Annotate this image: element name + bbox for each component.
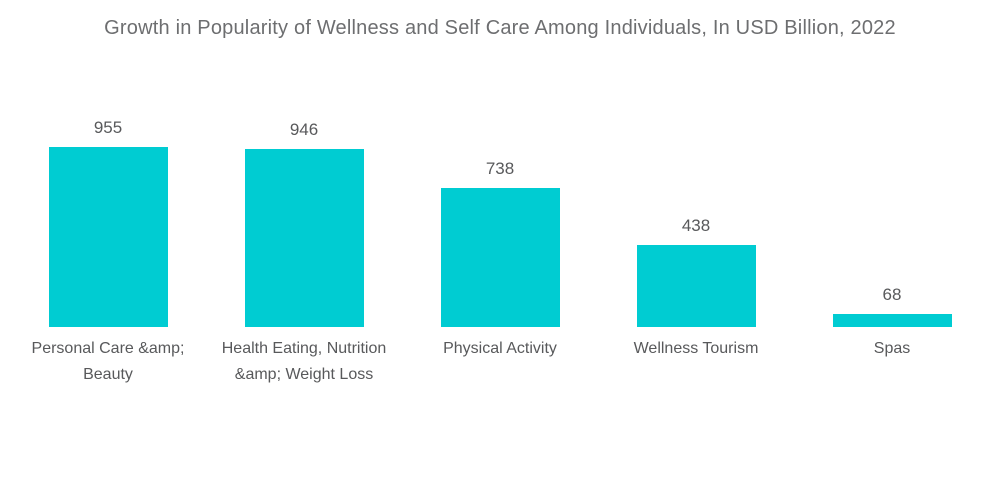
bar-group: 68 Spas (794, 89, 990, 388)
plot-area: 955 Personal Care &amp; Beauty 946 Healt… (0, 89, 1000, 388)
category-label: Personal Care &amp; Beauty (31, 340, 185, 383)
category-label: Spas (873, 340, 911, 357)
bar (636, 245, 756, 327)
bar (244, 149, 364, 327)
bar-group: 738 Physical Activity (402, 89, 598, 388)
bar-group: 946 Health Eating, Nutrition &amp; Weigh… (206, 89, 402, 388)
bar (832, 314, 952, 327)
bar (48, 147, 168, 327)
bar-value-label: 738 (485, 159, 515, 178)
bar-value-label: 946 (289, 120, 319, 139)
bar-group: 955 Personal Care &amp; Beauty (10, 89, 206, 388)
bar-group: 438 Wellness Tourism (598, 89, 794, 388)
chart-title: Growth in Popularity of Wellness and Sel… (104, 17, 896, 39)
category-label: Health Eating, Nutrition &amp; Weight Lo… (221, 340, 387, 383)
bar-value-label: 955 (93, 118, 123, 137)
bar-value-label: 438 (681, 216, 711, 235)
category-label: Physical Activity (443, 340, 557, 357)
bar (440, 188, 560, 327)
category-label: Wellness Tourism (633, 340, 759, 357)
bar-value-label: 68 (882, 285, 902, 304)
